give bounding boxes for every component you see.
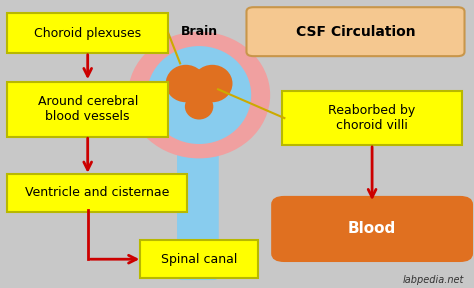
Text: labpedia.net: labpedia.net [403,275,465,285]
Text: Blood: Blood [348,221,396,236]
FancyBboxPatch shape [7,174,187,212]
FancyBboxPatch shape [140,240,258,278]
Ellipse shape [128,32,270,158]
Text: Reaborbed by
choroid villi: Reaborbed by choroid villi [328,104,416,132]
FancyBboxPatch shape [7,13,168,53]
Text: Around cerebral
blood vessels: Around cerebral blood vessels [37,95,138,124]
Text: Ventricle and cisternae: Ventricle and cisternae [25,186,169,200]
FancyBboxPatch shape [178,141,218,279]
Ellipse shape [185,94,213,120]
Text: Brain: Brain [181,25,218,38]
FancyBboxPatch shape [273,197,472,261]
FancyBboxPatch shape [7,82,168,137]
FancyBboxPatch shape [246,7,465,56]
Ellipse shape [147,46,251,144]
FancyBboxPatch shape [282,91,462,145]
Ellipse shape [192,65,233,102]
Ellipse shape [165,65,206,102]
Text: Choroid plexuses: Choroid plexuses [34,26,141,40]
Text: Spinal canal: Spinal canal [161,253,237,266]
Text: CSF Circulation: CSF Circulation [296,25,415,39]
